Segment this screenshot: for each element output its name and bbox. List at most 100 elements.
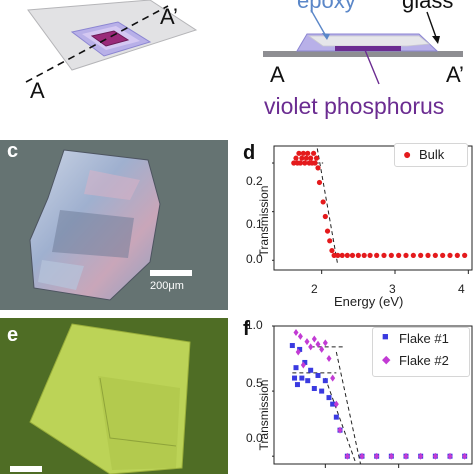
data-point-flake-1 <box>330 401 336 407</box>
data-point-bulk <box>308 155 314 161</box>
data-point-bulk <box>303 155 309 161</box>
guide-line <box>324 377 357 465</box>
schematic-3d-device <box>25 0 198 83</box>
data-point-bulk <box>327 238 333 244</box>
data-point-bulk <box>396 252 402 259</box>
data-point-flake-1 <box>297 346 303 352</box>
data-point-bulk <box>361 252 367 259</box>
data-point-bulk <box>410 252 416 259</box>
data-point-flake-2 <box>344 452 350 460</box>
micrograph-bulk-crystal <box>0 140 228 310</box>
cross-end-left: A <box>270 62 285 87</box>
data-point-bulk <box>315 165 321 171</box>
scalebar-label: 200μm <box>150 280 184 292</box>
legend-marker-flake1: ■ <box>382 331 389 343</box>
cut-label-end: A’ <box>160 4 178 29</box>
data-point-bulk <box>293 155 299 161</box>
data-point-bulk <box>418 252 424 259</box>
epoxy-label: epoxy <box>297 0 356 13</box>
data-point-bulk <box>440 252 446 259</box>
scalebar-e <box>10 466 42 472</box>
glass-label: glass <box>402 0 454 13</box>
data-point-bulk <box>388 252 394 259</box>
data-point-bulk <box>374 252 380 259</box>
legend-f: ■ Flake #1 ◆ Flake #2 <box>372 327 470 377</box>
data-point-flake-1 <box>311 385 317 391</box>
data-point-bulk <box>355 252 361 259</box>
data-point-bulk <box>299 155 305 161</box>
data-point-bulk <box>316 179 323 186</box>
data-point-flake-1 <box>305 378 311 384</box>
data-point-bulk <box>312 160 318 166</box>
legend-marker-bulk: ● <box>403 146 412 162</box>
data-point-flake-1 <box>302 359 308 365</box>
data-point-flake-2 <box>311 335 317 343</box>
data-point-bulk <box>296 150 302 156</box>
xtick-d-0: 2 <box>311 282 318 296</box>
plot-frame <box>273 145 473 271</box>
plot-d <box>272 145 473 274</box>
legend-d: ● Bulk <box>394 143 468 167</box>
data-point-bulk <box>462 252 468 259</box>
data-point-bulk <box>403 252 409 259</box>
data-point-bulk <box>331 252 337 259</box>
data-point-flake-2 <box>308 343 314 351</box>
data-point-flake-1 <box>315 372 321 378</box>
data-point-bulk <box>297 160 303 166</box>
data-point-bulk <box>339 252 345 259</box>
data-point-bulk <box>367 252 373 259</box>
guide-line <box>335 351 362 465</box>
data-point-bulk <box>313 155 320 161</box>
data-point-flake-1 <box>333 414 339 420</box>
data-point-flake-2 <box>462 452 468 460</box>
data-point-bulk <box>432 252 438 259</box>
data-point-flake-1 <box>293 365 299 371</box>
data-point-flake-2 <box>359 452 365 460</box>
data-point-bulk <box>329 247 335 254</box>
data-point-bulk <box>335 252 341 259</box>
data-point-bulk <box>349 252 356 259</box>
phosphorus-arrow <box>364 49 380 85</box>
glass-arrow <box>426 11 438 41</box>
data-point-flake-2 <box>447 452 453 460</box>
material-label: violet phosphorus <box>264 93 445 119</box>
ytick-d-1: 0.1 <box>246 217 263 231</box>
data-point-bulk <box>324 228 331 234</box>
xtick-d-2: 4 <box>458 282 465 296</box>
data-point-bulk <box>291 160 297 166</box>
legend-label-flake2: Flake #2 <box>399 353 449 368</box>
data-point-flake-2 <box>304 338 310 346</box>
data-point-flake-1 <box>289 343 295 349</box>
data-point-flake-2 <box>374 452 380 460</box>
schematic-cross-section <box>263 9 463 85</box>
data-point-flake-2 <box>326 355 332 363</box>
data-point-flake-2 <box>418 452 424 460</box>
micrograph-flake <box>0 318 228 474</box>
data-point-flake-1 <box>322 378 328 384</box>
violet-phosphorus-layer <box>335 46 401 51</box>
plot-f <box>272 325 473 468</box>
plot-frame <box>273 325 473 465</box>
legend-label-bulk: Bulk <box>419 147 445 162</box>
data-point-bulk <box>381 252 387 259</box>
ytick-f-0: 0.0 <box>246 431 263 445</box>
data-point-flake-2 <box>293 329 299 337</box>
data-point-bulk <box>447 252 453 259</box>
data-point-flake-1 <box>292 375 298 381</box>
data-point-bulk <box>454 252 460 259</box>
data-point-bulk <box>311 150 317 156</box>
data-point-flake-2 <box>322 339 328 347</box>
data-point-flake-1 <box>294 382 300 388</box>
data-point-flake-1 <box>319 388 325 394</box>
data-point-bulk <box>320 199 326 205</box>
xtick-d-1: 3 <box>389 282 396 296</box>
panel-letter-e: e <box>7 324 19 346</box>
data-point-flake-2 <box>432 452 438 460</box>
cut-label-start: A <box>30 78 45 103</box>
data-point-flake-2 <box>388 452 394 460</box>
data-point-flake-2 <box>295 348 301 356</box>
data-point-bulk <box>425 252 431 259</box>
data-point-flake-2 <box>337 426 343 434</box>
legend-label-flake1: Flake #1 <box>399 331 449 346</box>
data-point-flake-1 <box>326 395 332 401</box>
